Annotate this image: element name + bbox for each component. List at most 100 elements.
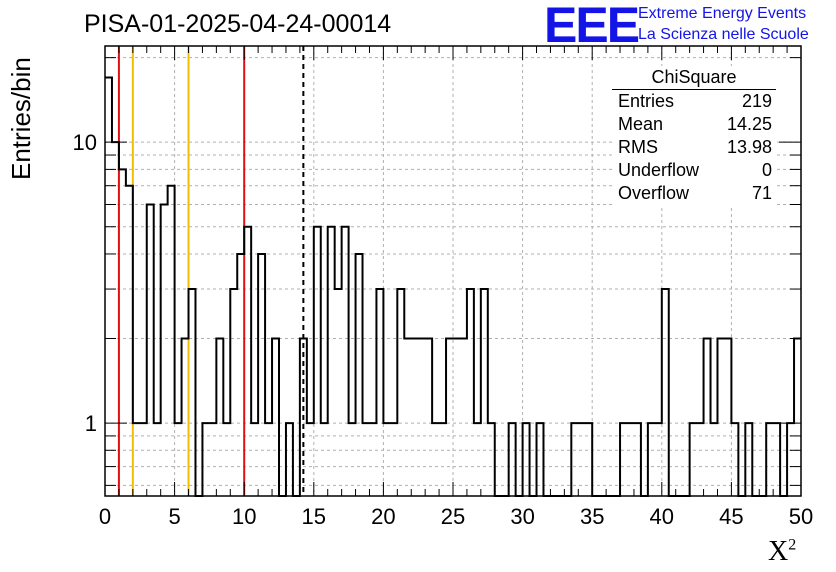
histogram-bin [140,423,147,496]
stats-value: 13.98 [726,137,772,157]
x-tick-label: 40 [650,504,674,529]
stats-label: Entries [618,91,675,111]
histogram-bin [662,289,669,496]
histogram-bin [571,423,578,496]
histogram-bin [126,186,133,496]
x-tick-label: 30 [510,504,534,529]
stats-row-entries: Entries 219 [612,90,776,113]
histogram-bin [202,423,209,496]
x-tick-label: 45 [719,504,743,529]
histogram-bin [731,423,738,496]
stats-label: Overflow [618,183,690,203]
histogram-bin [655,423,662,496]
stats-value: 0 [761,160,772,180]
histogram-bin [578,423,585,496]
histogram-bin [648,423,655,496]
histogram-bin [175,423,182,496]
histogram-bin [133,423,140,496]
histogram-bin [717,339,724,496]
logo-line-2: La Scienza nelle Scuole [638,26,809,43]
histogram-bin [342,227,349,496]
histogram-bin [237,254,244,496]
histogram-bin [745,423,752,496]
histogram-bin [223,423,230,496]
histogram-bin [453,339,460,496]
histogram-bin [523,423,530,496]
histogram-bin [509,423,516,496]
stats-label: RMS [618,137,658,157]
histogram-bin [251,423,258,496]
stats-row-overflow: Overflow 71 [612,182,776,205]
histogram-bin [585,423,592,496]
stats-value: 71 [751,183,772,203]
stats-row-mean: Mean 14.25 [612,113,776,136]
axis-ticks [104,46,802,496]
histogram-bin [704,339,711,496]
histogram-bin [376,289,383,496]
histogram-bin [182,339,189,496]
histogram-bin [439,423,446,496]
stats-value: 219 [741,91,772,111]
y-tick-label: 1 [85,411,97,436]
histogram-bin [189,289,196,496]
histogram-bin [349,423,356,496]
x-tick-label: 15 [302,504,326,529]
histogram-bin [724,339,731,496]
histogram-bin [794,339,801,496]
histogram-bin [119,169,126,496]
histogram-bin [404,339,411,496]
histogram-bin [230,289,237,496]
histogram-bin [328,227,335,496]
histogram-bin [335,289,342,496]
x-axis-label: X2 [768,536,797,567]
histogram-bin [356,254,363,496]
histogram-bin [627,423,634,496]
histogram-bin [488,423,495,496]
histogram-bin [369,423,376,496]
histogram-bin [321,423,328,496]
histogram-bin [446,339,453,496]
histogram-bin [161,204,168,496]
histogram-bin [112,142,119,496]
histogram-bin [537,423,544,496]
x-tick-label: 10 [232,504,256,529]
histogram-bin [711,423,718,496]
histogram-bin [411,339,418,496]
histogram-bin [244,227,251,496]
stats-title: ChiSquare [612,66,776,90]
x-tick-label: 25 [441,504,465,529]
stats-row-underflow: Underflow 0 [612,159,776,182]
histogram-bin [147,204,154,496]
histogram-bin [474,423,481,496]
logo-line-1: Extreme Energy Events [638,5,807,22]
histogram-bin [425,339,432,496]
histogram-bin [620,423,627,496]
y-axis-label: Entries/bin [6,57,36,180]
histogram-bin [634,423,641,496]
histogram-bin [363,423,370,496]
histogram-bin [467,289,474,496]
histogram-bin [209,423,216,496]
histogram-bin [105,77,112,496]
histogram-bin [307,423,314,496]
histogram-bin [773,423,780,496]
histogram-bin [300,339,307,496]
stats-label: Underflow [618,160,700,180]
tick-labels: 0 5 10 15 20 25 30 35 40 45 50 1 10 [73,130,814,529]
x-tick-label: 0 [99,504,111,529]
x-tick-label: 5 [168,504,180,529]
x-tick-label: 35 [580,504,604,529]
histogram-bin [481,289,488,496]
histogram-bin [383,423,390,496]
x-tick-label: 20 [371,504,395,529]
x-tick-label: 50 [789,504,813,529]
stats-row-rms: RMS 13.98 [612,136,776,159]
histogram-bin [397,289,404,496]
stats-value: 14.25 [726,114,772,134]
histogram-bin [690,423,697,496]
histogram-bin [272,339,279,496]
histogram-bin [432,423,439,496]
histogram-bin [258,254,265,496]
page-title: PISA-01-2025-04-24-00014 [84,10,392,38]
